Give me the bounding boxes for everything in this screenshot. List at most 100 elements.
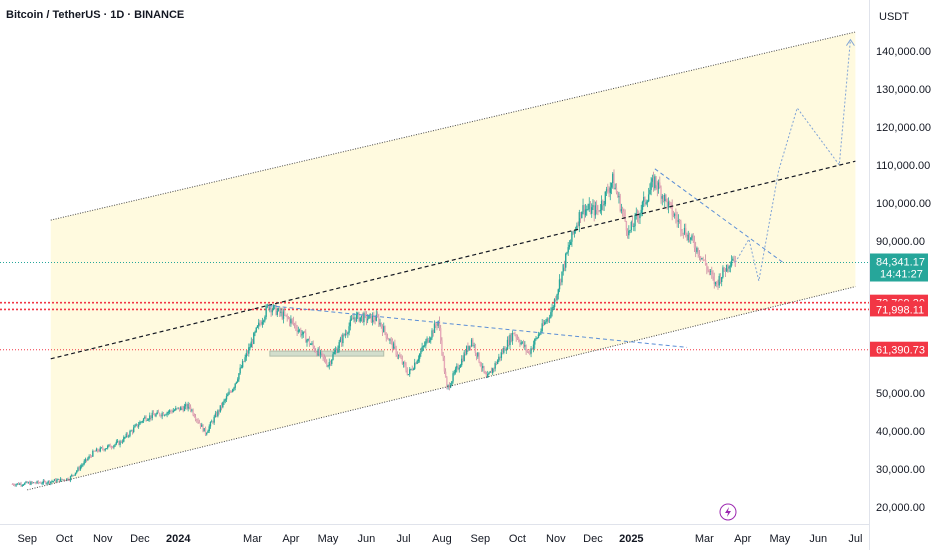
candle-body (442, 354, 444, 358)
candle-body (536, 337, 538, 339)
candle-body (532, 344, 535, 350)
candle-body (313, 346, 316, 351)
candle-body (670, 202, 672, 205)
candle-body (376, 314, 379, 317)
candle-body (78, 467, 80, 470)
candle-body (730, 260, 733, 266)
candle-body (680, 220, 682, 232)
candle-body (99, 447, 101, 452)
candle-body (717, 282, 719, 286)
candle-body (456, 366, 458, 369)
candle-body (123, 437, 125, 442)
channel-lower-line[interactable] (27, 286, 856, 491)
trendline-1[interactable] (654, 168, 786, 265)
candle-body (139, 421, 141, 425)
time-axis-bg[interactable] (0, 524, 869, 550)
channel-mid-line[interactable] (50, 160, 856, 360)
x-tick-label: Jul (848, 533, 862, 545)
candle-body (639, 213, 641, 219)
candle-body (298, 329, 301, 331)
candle-body (321, 351, 323, 354)
candle-body (406, 370, 408, 375)
candle-body (501, 352, 504, 354)
candle-body (266, 305, 269, 307)
candle-body (79, 466, 82, 470)
candle-body (618, 196, 620, 198)
candle-body (568, 244, 571, 248)
candle-body (103, 449, 105, 451)
candle-body (588, 203, 590, 210)
candle-body (45, 481, 47, 484)
candle-body (734, 260, 737, 267)
currency-label: USDT (879, 11, 909, 23)
candle-body (19, 483, 21, 485)
candle-body (102, 447, 104, 450)
candle-body (439, 328, 442, 341)
candle-body (686, 236, 688, 241)
candle-body (85, 459, 88, 461)
candle-body (59, 478, 62, 482)
last-price-badge[interactable] (870, 253, 928, 282)
candle-body (359, 317, 361, 322)
candle-body (83, 461, 85, 465)
candle-body (405, 365, 407, 371)
candle-body (463, 352, 465, 361)
candle-body (348, 326, 350, 333)
candle-body (311, 343, 313, 345)
candle-body (343, 334, 345, 336)
candle-body (659, 182, 661, 188)
candle-body (469, 345, 472, 347)
candle-body (488, 372, 490, 375)
candle-body (303, 331, 306, 333)
candle-body (490, 371, 493, 374)
y-tick-label: 110,000.00 (876, 160, 930, 172)
candle-body (475, 353, 478, 357)
candle-body (661, 195, 663, 199)
candle-body (534, 339, 536, 345)
candle-body (691, 235, 693, 238)
candle-body (453, 372, 456, 374)
candle-body (551, 307, 553, 313)
countdown-label: 14:41:27 (880, 269, 923, 281)
candle-body (350, 318, 353, 320)
channel-fill (50, 32, 856, 485)
candle-body (314, 350, 317, 352)
trendline-0[interactable] (268, 305, 688, 348)
candle-body (556, 294, 558, 300)
candle-body (418, 353, 421, 359)
candle-body (111, 447, 114, 449)
candle-body (230, 391, 233, 393)
candle-body (465, 346, 468, 355)
candle-body (360, 315, 363, 318)
candle-body (643, 196, 645, 202)
candle-body (135, 424, 137, 426)
candle-body (459, 365, 462, 368)
candle-body (704, 259, 707, 265)
channel-upper-line[interactable] (50, 31, 856, 221)
level-badge-1[interactable] (870, 301, 928, 317)
candle-body (541, 323, 543, 332)
candle-body (400, 357, 402, 359)
candle-body (292, 320, 295, 324)
candle-body (189, 406, 192, 411)
candle-body (53, 479, 56, 482)
candle-body (42, 480, 45, 484)
candle-body (597, 210, 599, 211)
candle-body (688, 234, 691, 240)
candle-body (223, 400, 225, 403)
lightning-icon[interactable] (719, 503, 737, 521)
candle-body (483, 365, 485, 372)
candle-body (645, 202, 647, 204)
candle-body (614, 187, 616, 190)
candle-body (719, 275, 722, 283)
candle-body (664, 194, 666, 202)
candle-body (436, 325, 438, 327)
candle-body (390, 339, 392, 341)
candle-body (504, 347, 506, 351)
candle-body (395, 346, 397, 355)
level-badge-2[interactable] (870, 341, 928, 357)
candle-body (144, 416, 146, 419)
candle-body (84, 459, 87, 462)
candle-body (208, 426, 210, 432)
